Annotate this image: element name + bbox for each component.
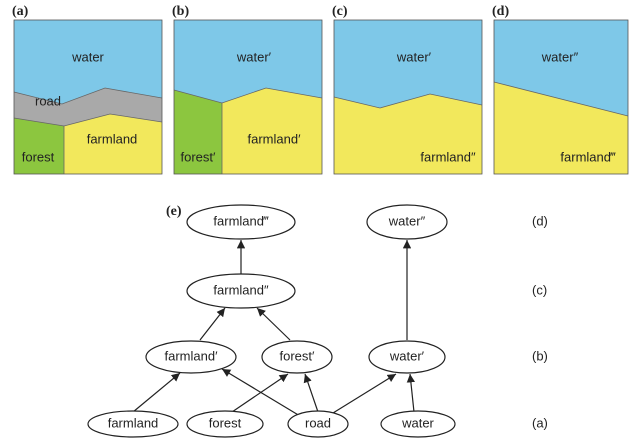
region-label: farmland (87, 131, 138, 146)
node-label: forest′ (280, 348, 316, 363)
edge (406, 373, 416, 413)
node-label: road (305, 415, 331, 430)
panel-c: (c) water′ farmland″ (332, 4, 483, 175)
tree: (e) farmland‴ water″ farmland″ farmland′… (87, 204, 548, 438)
node-label: forest (209, 415, 242, 430)
edge (256, 307, 291, 341)
node-label: farmland″ (213, 282, 269, 297)
node-label: water″ (388, 213, 426, 228)
region-label: farmland′ (247, 131, 301, 146)
node (186, 410, 264, 438)
region-label: forest′ (181, 149, 217, 164)
panel-label: (d) (492, 4, 509, 19)
edge (332, 373, 397, 414)
node (87, 410, 179, 438)
edge (231, 373, 289, 413)
level-label: (c) (532, 282, 547, 297)
node (366, 204, 448, 240)
edges (132, 240, 416, 417)
node-label: farmland (108, 415, 159, 430)
edge (199, 307, 226, 341)
node (261, 340, 333, 374)
node (186, 204, 296, 240)
node-label: farmland′ (164, 348, 218, 363)
panel-a: (a) water road forest farmland (12, 4, 163, 175)
node (186, 273, 296, 309)
edge (303, 373, 319, 413)
node-label: water′ (389, 348, 425, 363)
panel-label: (a) (12, 4, 29, 19)
node-label: water (401, 415, 434, 430)
region-label: water″ (541, 49, 579, 64)
region-label: farmland″ (420, 149, 476, 164)
edge (132, 372, 181, 413)
region-label: water′ (396, 49, 432, 64)
tree-label: (e) (166, 204, 182, 219)
node (287, 410, 349, 438)
panel-label: (b) (172, 4, 189, 19)
nodes: farmland‴ water″ farmland″ farmland′ for… (87, 204, 456, 438)
region-label: forest (22, 149, 55, 164)
level-label: (d) (532, 213, 548, 228)
edge (221, 368, 301, 417)
node (368, 340, 446, 374)
node (380, 410, 456, 438)
panel-b: (b) water′ forest′ farmland′ (172, 4, 323, 175)
region-label: water′ (236, 49, 272, 64)
panel-d: (d) water″ farmland‴ (492, 4, 629, 175)
panel-label: (c) (332, 4, 348, 19)
level-label: (b) (532, 348, 548, 363)
region-label: water (71, 49, 104, 64)
region-label: farmland‴ (560, 149, 616, 164)
node-label: farmland‴ (213, 213, 269, 228)
level-label: (a) (532, 415, 548, 430)
region-label: road (35, 93, 61, 108)
node (145, 340, 237, 374)
